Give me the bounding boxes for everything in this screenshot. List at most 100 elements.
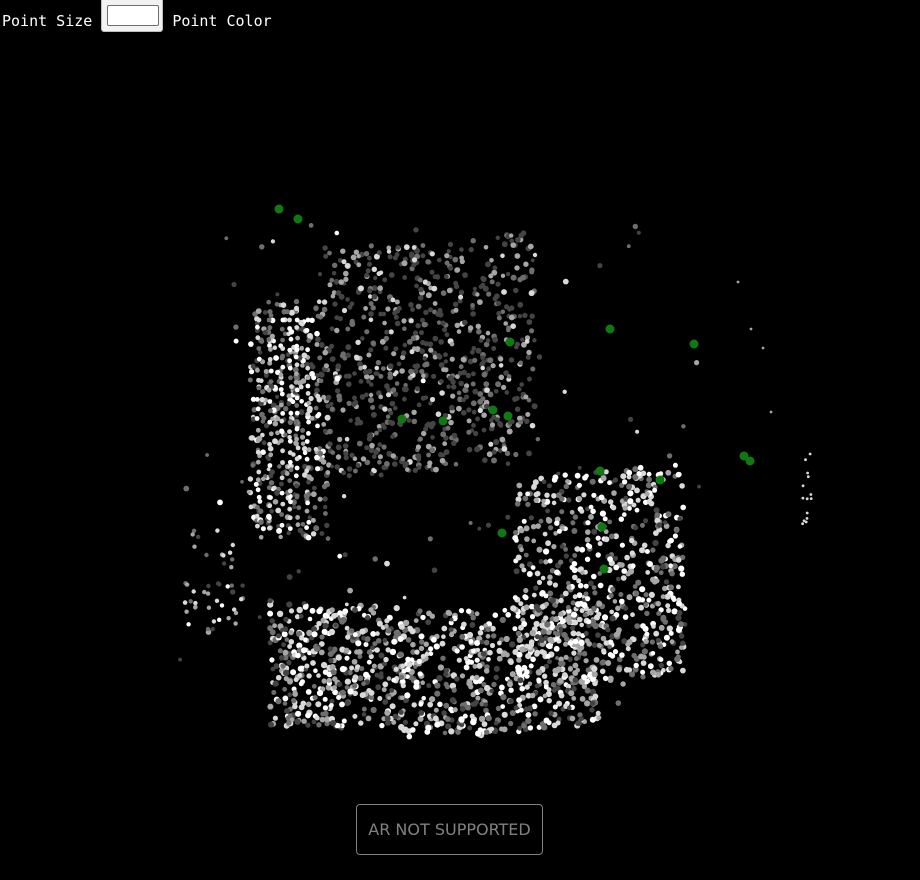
cloud-point [294, 465, 300, 471]
cloud-point [286, 720, 292, 726]
cloud-point [485, 261, 491, 268]
cloud-point [427, 341, 434, 348]
cloud-point [578, 716, 584, 722]
cloud-point [411, 257, 418, 263]
cloud-point [217, 499, 223, 506]
cloud-point [351, 401, 357, 407]
cloud-point [391, 351, 397, 357]
cloud-point [528, 663, 534, 669]
cloud-point [321, 422, 327, 427]
cloud-point [420, 340, 426, 346]
cloud-point [322, 245, 328, 251]
cloud-point [260, 432, 265, 438]
cloud-point [341, 470, 347, 476]
cloud-point [415, 444, 421, 450]
cloud-point [417, 277, 423, 283]
cloud-point [425, 292, 432, 299]
cloud-point [579, 608, 585, 614]
cloud-point [806, 471, 809, 475]
cloud-point [403, 386, 409, 393]
cloud-point [369, 382, 374, 387]
cloud-point [283, 616, 289, 623]
cloud-point [523, 706, 529, 712]
cloud-point [305, 391, 311, 396]
cloud-point [612, 477, 619, 483]
cloud-point [374, 430, 379, 436]
cloud-point [318, 342, 325, 348]
cloud-point [356, 440, 363, 447]
cloud-point [406, 661, 413, 668]
cloud-point [598, 494, 605, 501]
cloud-point [423, 426, 429, 432]
cloud-point [510, 242, 516, 248]
cloud-point [409, 349, 415, 355]
cloud-point [382, 699, 389, 705]
cloud-point [570, 520, 576, 526]
cloud-point [325, 403, 331, 409]
cloud-point [652, 487, 658, 493]
cloud-point [599, 510, 607, 517]
cloud-point [660, 617, 666, 622]
cloud-point [376, 620, 383, 627]
cloud-point [372, 454, 377, 459]
cloud-point [314, 715, 320, 721]
cloud-point [489, 688, 494, 694]
cloud-point [369, 442, 375, 449]
cloud-point [419, 330, 424, 336]
cloud-point [633, 525, 639, 531]
cloud-point [495, 381, 502, 388]
cloud-point [306, 673, 312, 679]
cloud-point [675, 649, 680, 655]
cloud-point [549, 616, 555, 622]
cloud-point [804, 458, 807, 462]
cloud-point [539, 649, 545, 655]
cloud-point [351, 658, 358, 665]
cloud-point [416, 658, 422, 665]
cloud-point [420, 653, 426, 659]
cloud-point [367, 255, 372, 261]
cloud-point [393, 346, 399, 352]
cloud-point [226, 616, 231, 621]
cloud-point [553, 616, 560, 623]
cloud-point [315, 423, 320, 429]
cloud-point [375, 631, 380, 636]
cloud-point [565, 479, 570, 484]
cloud-point [671, 563, 678, 570]
cloud-point [295, 335, 300, 341]
cloud-point [378, 394, 384, 400]
cloud-point [504, 450, 511, 457]
cloud-point [557, 677, 564, 684]
cloud-point [516, 482, 523, 489]
cloud-point [445, 723, 452, 730]
cloud-point [267, 360, 273, 366]
cloud-point [342, 443, 349, 449]
cloud-point [629, 537, 635, 544]
cloud-point [663, 579, 670, 585]
cloud-point [470, 381, 476, 387]
cloud-point [338, 293, 345, 300]
cloud-point [616, 666, 622, 673]
cloud-point [344, 625, 350, 631]
cloud-point [294, 347, 300, 353]
cloud-point [501, 384, 507, 390]
cloud-point [551, 544, 557, 550]
cloud-point [665, 469, 672, 476]
cloud-point [408, 318, 414, 324]
cloud-point [514, 501, 521, 507]
cloud-point [284, 708, 290, 714]
cloud-point [304, 361, 310, 367]
cloud-point [621, 479, 628, 485]
cloud-point [636, 471, 642, 477]
camera-marker [605, 324, 615, 334]
cloud-point [620, 681, 626, 687]
cloud-point [468, 521, 473, 525]
cloud-point [310, 491, 317, 498]
cloud-point [489, 642, 496, 649]
point-size-input[interactable] [107, 5, 160, 26]
cloud-point [646, 476, 652, 483]
cloud-point [288, 309, 295, 316]
cloud-point [530, 258, 535, 263]
camera-marker [274, 204, 284, 214]
cloud-point [398, 422, 403, 428]
